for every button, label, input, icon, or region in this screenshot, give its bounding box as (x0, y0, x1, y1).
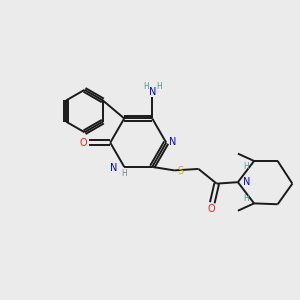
Text: H: H (243, 194, 249, 202)
Text: H: H (156, 82, 162, 91)
Text: S: S (177, 166, 183, 176)
Text: N: N (169, 137, 176, 147)
Text: H: H (143, 82, 148, 91)
Text: N: N (110, 163, 118, 173)
Text: N: N (148, 87, 156, 97)
Text: H: H (121, 169, 127, 178)
Text: O: O (208, 204, 215, 214)
Text: O: O (79, 138, 87, 148)
Text: N: N (243, 177, 250, 187)
Text: H: H (243, 162, 249, 171)
